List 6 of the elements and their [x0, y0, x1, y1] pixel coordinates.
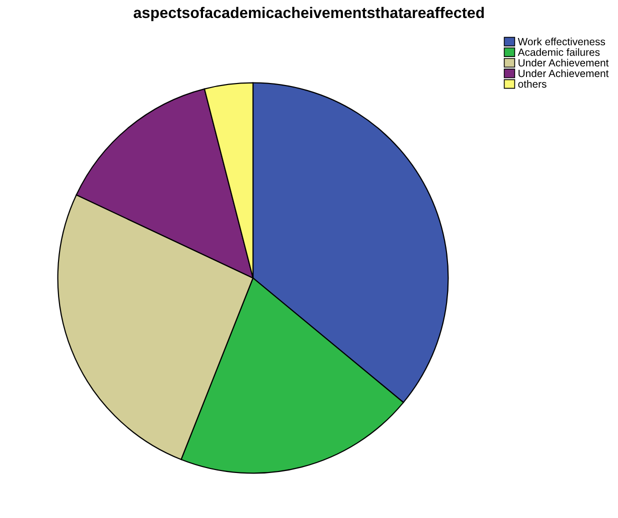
legend-label: Work effectiveness — [518, 38, 606, 46]
legend-label: Under Achievement — [518, 58, 609, 67]
legend-label: Academic failures — [518, 48, 600, 56]
legend-label: others — [518, 80, 546, 88]
legend-label: Under Achievement — [518, 69, 609, 78]
chart-title: aspectsofacademicacheivementsthatareaffected — [134, 6, 484, 22]
